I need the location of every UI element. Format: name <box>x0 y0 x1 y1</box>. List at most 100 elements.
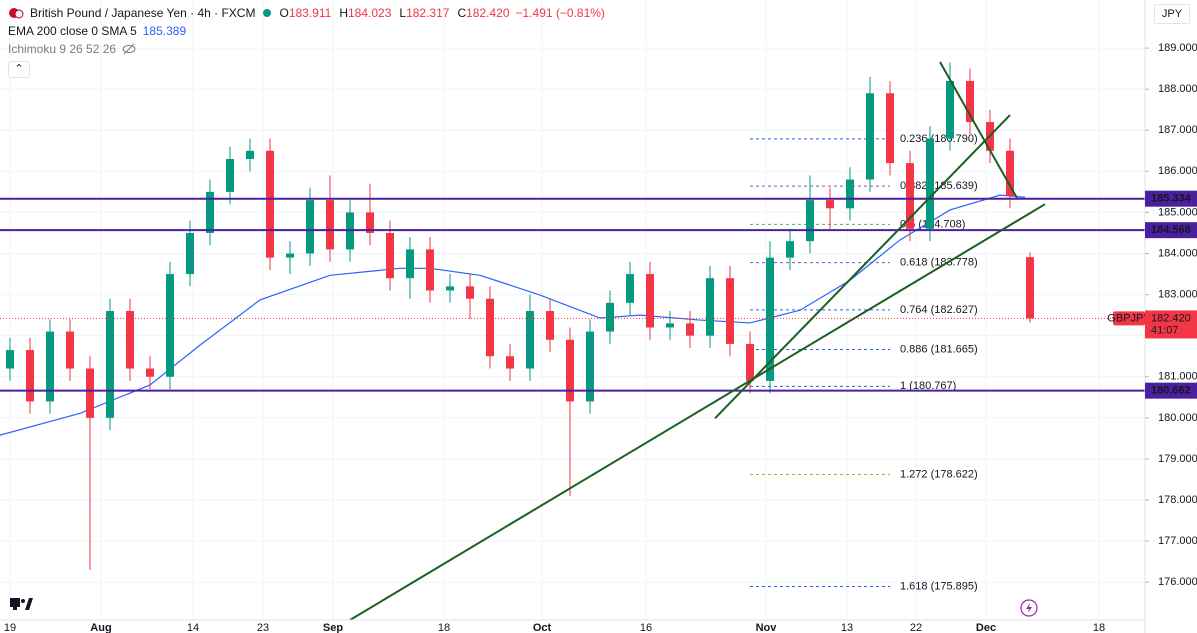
symbol-tag <box>1113 311 1145 326</box>
fib-label: 1.618 (175.895) <box>900 580 978 592</box>
fib-label: 0.382 (185.639) <box>900 180 978 192</box>
price-tag-label: 182.420 <box>1151 312 1191 324</box>
y-tick-label: 176.000 <box>1158 576 1197 588</box>
hidden-icon[interactable] <box>122 43 136 55</box>
candle-body <box>66 331 74 369</box>
candle-body <box>266 150 274 258</box>
collapse-button[interactable]: ⌃ <box>8 61 30 78</box>
candle-body <box>606 302 614 332</box>
candle-body <box>646 274 654 328</box>
x-tick-label: Sep <box>323 622 343 633</box>
y-tick-label: 179.000 <box>1158 453 1197 465</box>
ohlc-value: 184.023 <box>347 6 392 20</box>
candle-body <box>626 274 634 303</box>
fib-label: 0.618 (183.778) <box>900 257 978 269</box>
x-tick-label: 18 <box>1093 622 1105 633</box>
symbol-tag-label: GBPJPY <box>1107 312 1151 324</box>
y-tick-label: 180.000 <box>1158 412 1197 424</box>
indicator-name: EMA 200 close 0 SMA 5 <box>8 24 137 38</box>
candle-body <box>906 163 914 229</box>
axes: 176.000 177.000 178.000 179.000 180.000 181.0… <box>4 42 1197 633</box>
y-tick-label: 181.000 <box>1158 371 1197 383</box>
candle-body <box>1006 150 1014 196</box>
candle-body <box>506 356 514 369</box>
candle-body <box>246 150 254 160</box>
candle-body <box>966 80 974 123</box>
level-tag <box>1145 222 1197 239</box>
candle-body <box>186 232 194 275</box>
candle-body <box>106 311 114 418</box>
ohlc-value: 182.420 <box>466 6 510 20</box>
candle-body <box>166 274 174 377</box>
y-tick-label: 178.000 <box>1158 494 1197 506</box>
ohlc-value: 183.911 <box>288 6 332 20</box>
ohlc-key: L <box>399 6 407 20</box>
ohlc-item: C182.420 <box>457 4 509 22</box>
candle-body <box>226 159 234 192</box>
level-tag <box>1145 190 1197 207</box>
tv-logo <box>10 598 33 610</box>
x-tick-label: 22 <box>910 622 922 633</box>
candle-body <box>586 331 594 402</box>
ohlc-key: H <box>339 6 348 20</box>
alert-icon[interactable] <box>1020 599 1038 617</box>
y-tick-label: 189.000 <box>1158 42 1197 54</box>
candle-body <box>1026 257 1034 319</box>
x-tick-label: 19 <box>4 622 16 633</box>
candle-body <box>46 331 54 402</box>
candle-body <box>686 323 694 336</box>
candle-body <box>766 257 774 381</box>
y-tick-label: 185.000 <box>1158 206 1197 218</box>
candle-body <box>366 212 374 233</box>
y-tick-label: 183.000 <box>1158 288 1197 300</box>
candle-body <box>886 93 894 164</box>
x-tick-label: 18 <box>438 622 450 633</box>
candle-body <box>426 249 434 291</box>
level-tag-label: 185.334 <box>1151 193 1192 205</box>
candle-body <box>486 298 494 357</box>
candle-body <box>726 278 734 344</box>
y-tick-label: 188.000 <box>1158 83 1197 95</box>
price-pane: 0.236 (186.790)0.382 (185.639)0.5 (184.7… <box>0 0 1145 620</box>
candle-body <box>706 278 714 336</box>
candle-body <box>666 323 674 328</box>
ichimoku-row: Ichimoku 9 26 52 26 <box>8 40 136 58</box>
symbol-title: British Pound / Japanese Yen · 4h · FXCM <box>30 6 256 20</box>
market-status <box>263 9 272 17</box>
candle-body <box>86 368 94 418</box>
trendline <box>714 114 1011 419</box>
ohlc-item: H184.023 <box>339 4 391 22</box>
level-tag <box>1145 382 1197 399</box>
x-tick-label: 16 <box>640 622 652 633</box>
fib-label: 1.272 (178.622) <box>900 468 978 480</box>
symbol-row: British Pound / Japanese Yen · 4h · FXCM… <box>8 4 605 22</box>
ohlc-value: 182.317 <box>406 6 450 20</box>
candle-body <box>946 80 954 139</box>
candle-body <box>326 200 334 250</box>
level-tag-label: 184.568 <box>1151 224 1191 236</box>
indicator-name: Ichimoku 9 26 52 26 <box>8 42 117 56</box>
countdown: 41:07 <box>1151 324 1179 336</box>
candle-body <box>206 191 214 233</box>
candle-body <box>306 200 314 254</box>
candle-body <box>446 286 454 291</box>
indicator-value: 185.389 <box>142 24 187 38</box>
candle-body <box>146 368 154 377</box>
ohlc-item: O183.911 <box>279 4 331 22</box>
trendline <box>349 203 1046 620</box>
candle-body <box>126 311 134 369</box>
fib-label: 0.236 (186.790) <box>900 133 978 145</box>
candle-body <box>466 286 474 299</box>
ohlc-key: O <box>279 6 289 20</box>
flag-icon <box>9 8 24 19</box>
candle-body <box>746 343 754 381</box>
candle-body <box>786 241 794 258</box>
price-tag <box>1145 310 1197 339</box>
currency-button[interactable]: JPY <box>1154 4 1190 24</box>
change: −1.491 (−0.81%) <box>515 6 605 20</box>
y-tick-label: 187.000 <box>1158 124 1197 136</box>
x-tick-label: 23 <box>257 622 269 633</box>
x-tick-label: Oct <box>533 622 552 633</box>
candle-body <box>546 311 554 340</box>
